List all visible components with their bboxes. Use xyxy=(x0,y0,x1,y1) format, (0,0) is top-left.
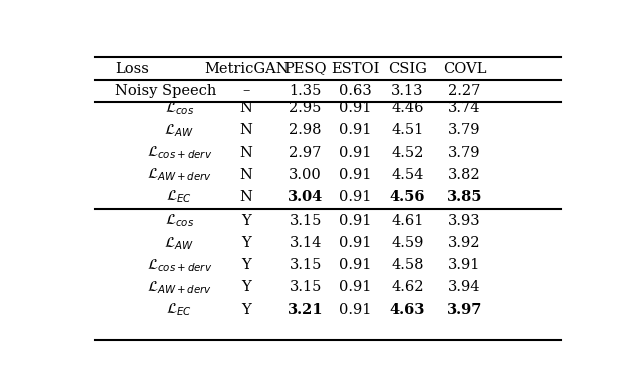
Text: 0.63: 0.63 xyxy=(339,84,372,98)
Text: 2.95: 2.95 xyxy=(289,101,322,115)
Text: Loss: Loss xyxy=(115,61,149,75)
Text: 0.91: 0.91 xyxy=(339,258,371,272)
Text: $\mathcal{L}_{EC}$: $\mathcal{L}_{EC}$ xyxy=(166,188,192,205)
Text: 0.91: 0.91 xyxy=(339,101,371,115)
Text: N: N xyxy=(240,168,253,182)
Text: 0.91: 0.91 xyxy=(339,280,371,294)
Text: N: N xyxy=(240,124,253,137)
Text: 3.85: 3.85 xyxy=(447,190,482,204)
Text: 3.13: 3.13 xyxy=(391,84,424,98)
Text: 3.15: 3.15 xyxy=(289,280,322,294)
Text: PESQ: PESQ xyxy=(284,61,327,75)
Text: $\mathcal{L}_{AW+derv}$: $\mathcal{L}_{AW+derv}$ xyxy=(147,166,212,183)
Text: 4.59: 4.59 xyxy=(391,236,424,250)
Text: MetricGAN: MetricGAN xyxy=(204,61,289,75)
Text: 3.97: 3.97 xyxy=(447,303,482,316)
Text: 0.91: 0.91 xyxy=(339,236,371,250)
Text: 3.15: 3.15 xyxy=(289,258,322,272)
Text: $\mathcal{L}_{EC}$: $\mathcal{L}_{EC}$ xyxy=(166,301,192,318)
Text: 4.54: 4.54 xyxy=(391,168,424,182)
Text: Y: Y xyxy=(241,236,251,250)
Text: ESTOI: ESTOI xyxy=(331,61,380,75)
Text: COVL: COVL xyxy=(443,61,486,75)
Text: 3.79: 3.79 xyxy=(448,124,481,137)
Text: 0.91: 0.91 xyxy=(339,145,371,160)
Text: Y: Y xyxy=(241,303,251,316)
Text: 2.97: 2.97 xyxy=(289,145,322,160)
Text: N: N xyxy=(240,145,253,160)
Text: 4.56: 4.56 xyxy=(390,190,425,204)
Text: Noisy Speech: Noisy Speech xyxy=(115,84,216,98)
Text: $\mathcal{L}_{AW+derv}$: $\mathcal{L}_{AW+derv}$ xyxy=(147,279,212,296)
Text: Y: Y xyxy=(241,214,251,228)
Text: Y: Y xyxy=(241,280,251,294)
Text: 3.00: 3.00 xyxy=(289,168,322,182)
Text: $\mathcal{L}_{cos+derv}$: $\mathcal{L}_{cos+derv}$ xyxy=(147,144,212,161)
Text: 3.15: 3.15 xyxy=(289,214,322,228)
Text: 0.91: 0.91 xyxy=(339,168,371,182)
Text: 4.51: 4.51 xyxy=(391,124,424,137)
Text: 0.91: 0.91 xyxy=(339,190,371,204)
Text: 0.91: 0.91 xyxy=(339,124,371,137)
Text: 3.21: 3.21 xyxy=(288,303,323,316)
Text: $\mathcal{L}_{cos+derv}$: $\mathcal{L}_{cos+derv}$ xyxy=(147,257,212,274)
Text: 4.52: 4.52 xyxy=(391,145,424,160)
Text: 4.46: 4.46 xyxy=(391,101,424,115)
Text: 2.27: 2.27 xyxy=(448,84,481,98)
Text: –: – xyxy=(243,84,250,98)
Text: Y: Y xyxy=(241,258,251,272)
Text: 3.74: 3.74 xyxy=(448,101,481,115)
Text: CSIG: CSIG xyxy=(388,61,427,75)
Text: $\mathcal{L}_{AW}$: $\mathcal{L}_{AW}$ xyxy=(164,235,194,251)
Text: 3.91: 3.91 xyxy=(448,258,481,272)
Text: $\mathcal{L}_{cos}$: $\mathcal{L}_{cos}$ xyxy=(164,100,194,117)
Text: 4.61: 4.61 xyxy=(391,214,424,228)
Text: 3.04: 3.04 xyxy=(288,190,323,204)
Text: $\mathcal{L}_{cos}$: $\mathcal{L}_{cos}$ xyxy=(164,213,194,230)
Text: N: N xyxy=(240,190,253,204)
Text: 3.14: 3.14 xyxy=(289,236,322,250)
Text: 3.82: 3.82 xyxy=(448,168,481,182)
Text: 0.91: 0.91 xyxy=(339,214,371,228)
Text: 3.93: 3.93 xyxy=(448,214,481,228)
Text: 4.63: 4.63 xyxy=(390,303,425,316)
Text: 4.58: 4.58 xyxy=(391,258,424,272)
Text: 2.98: 2.98 xyxy=(289,124,322,137)
Text: 3.79: 3.79 xyxy=(448,145,481,160)
Text: 0.91: 0.91 xyxy=(339,303,371,316)
Text: $\mathcal{L}_{AW}$: $\mathcal{L}_{AW}$ xyxy=(164,122,194,139)
Text: 4.62: 4.62 xyxy=(391,280,424,294)
Text: 1.35: 1.35 xyxy=(289,84,322,98)
Text: 3.94: 3.94 xyxy=(448,280,481,294)
Text: N: N xyxy=(240,101,253,115)
Text: 3.92: 3.92 xyxy=(448,236,481,250)
